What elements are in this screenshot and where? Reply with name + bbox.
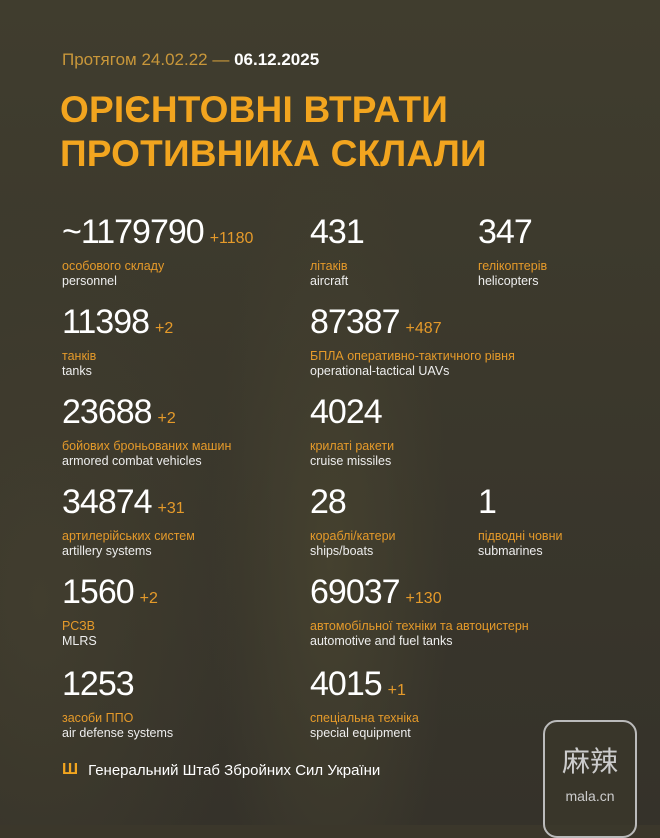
stat-value: 1	[478, 484, 562, 527]
stat-label-en: aircraft	[310, 274, 349, 288]
stat-number: 4015	[310, 665, 383, 703]
period-start: Протягом 24.02.22 —	[62, 50, 235, 69]
stat-label-ua: автомобільної техніки та автоцистерн	[310, 619, 529, 633]
stat-label-en: personnel	[62, 274, 117, 288]
stat-label-en: helicopters	[478, 274, 539, 288]
stat-label-en: operational-tactical UAVs	[310, 364, 450, 378]
stat-item: 1 підводні човни submarines	[478, 484, 562, 559]
stat-number: 1560	[62, 573, 135, 611]
footer-text: Генеральний Штаб Збройних Сил України	[88, 761, 381, 779]
stat-label-ua: бойових броньованих машин	[62, 439, 232, 453]
stat-label-ua: крилаті ракети	[310, 439, 395, 453]
stat-value: 1560 +2	[62, 574, 158, 617]
stat-label-ua: засоби ППО	[62, 711, 134, 725]
stat-number: 4024	[310, 393, 383, 431]
stat-label-ua: артилерійських систем	[62, 529, 195, 543]
stat-label-ua: РСЗВ	[62, 619, 95, 633]
stat-label-en: MLRS	[62, 634, 97, 648]
stat-value: 87387 +487	[310, 304, 515, 347]
stat-delta: +487	[405, 320, 442, 337]
stat-number: 347	[478, 213, 533, 251]
stat-number: 34874	[62, 483, 153, 521]
stat-number: 87387	[310, 303, 401, 341]
stat-label-en: air defense systems	[62, 726, 174, 740]
stat-label-ua: кораблі/катери	[310, 529, 396, 543]
stat-delta: +1180	[209, 230, 254, 247]
stat-label-ua: гелікоптерів	[478, 259, 548, 273]
stat-value: 4015 +1	[310, 666, 419, 709]
stat-value: ~1179790 +1180	[62, 214, 253, 257]
stat-label-ua: танків	[62, 349, 97, 363]
stat-number: ~1179790	[62, 213, 205, 251]
stat-label-en: tanks	[62, 364, 92, 378]
stat-item: 1253 засоби ППО air defense systems	[62, 666, 173, 741]
stat-item: 34874 +31 артилерійських систем artillery s…	[62, 484, 195, 559]
stat-item: 28 кораблі/катери ships/boats	[310, 484, 396, 559]
watermark-logo: 麻辣 mala.cn	[543, 720, 637, 838]
stat-number: 23688	[62, 393, 153, 431]
stat-delta: +2	[157, 410, 176, 427]
stat-value: 431	[310, 214, 370, 257]
stat-item: 11398 +2 танків tanks	[62, 304, 173, 379]
stat-number: 28	[310, 483, 347, 521]
period-end: 06.12.2025	[234, 50, 320, 69]
stat-item: 347 гелікоптерів helicopters	[478, 214, 547, 289]
stat-item: ~1179790 +1180 особового складу personnel	[62, 214, 253, 289]
stat-item: 4024 крилаті ракети cruise missiles	[310, 394, 394, 469]
stat-delta: +31	[157, 500, 185, 517]
stat-number: 1	[478, 483, 497, 521]
page-title: ОРІЄНТОВНІ ВТРАТИ ПРОТИВНИКА СКЛАЛИ	[60, 88, 487, 176]
stat-number: 69037	[310, 573, 401, 611]
stat-delta: +130	[405, 590, 442, 607]
stat-value: 28	[310, 484, 396, 527]
stat-number: 1253	[62, 665, 135, 703]
stat-value: 34874 +31	[62, 484, 195, 527]
stat-label-ua: БПЛА оперативно-тактичного рівня	[310, 349, 515, 363]
stat-value: 347	[478, 214, 547, 257]
stat-item: 23688 +2 бойових броньованих машин armored …	[62, 394, 231, 469]
stat-label-en: cruise missiles	[310, 454, 392, 468]
stat-item: 4015 +1 спеціальна техніка special equipmen…	[310, 666, 419, 741]
stat-value: 69037 +130	[310, 574, 529, 617]
stat-number: 11398	[62, 303, 150, 341]
stat-delta: +2	[139, 590, 158, 607]
stat-item: 87387 +487 БПЛА оперативно-тактичного рівн…	[310, 304, 515, 379]
period: Протягом 24.02.22 — 06.12.2025	[62, 50, 319, 70]
stat-item: 431 літаків aircraft	[310, 214, 370, 289]
trident-icon: Ш	[62, 761, 79, 778]
stat-label-ua: літаків	[310, 259, 348, 273]
stat-delta: +2	[155, 320, 174, 337]
stat-label-en: artillery systems	[62, 544, 152, 558]
stat-label-en: special equipment	[310, 726, 411, 740]
watermark-chinese: 麻辣	[561, 745, 618, 778]
stat-item: 69037 +130 автомобільної техніки та автоци…	[310, 574, 529, 649]
stat-label-en: submarines	[478, 544, 543, 558]
stat-label-ua: спеціальна техніка	[310, 711, 419, 725]
stat-number: 431	[310, 213, 365, 251]
stat-item: 1560 +2 РСЗВ MLRS	[62, 574, 158, 649]
stat-label-en: armored combat vehicles	[62, 454, 202, 468]
stat-label-en: automotive and fuel tanks	[310, 634, 453, 648]
stat-value: 4024	[310, 394, 394, 437]
stat-value: 23688 +2	[62, 394, 231, 437]
stat-value: 1253	[62, 666, 173, 709]
stat-label-ua: підводні човни	[478, 529, 563, 543]
stat-label-en: ships/boats	[310, 544, 374, 558]
stat-delta: +1	[387, 682, 406, 699]
stat-label-ua: особового складу	[62, 259, 165, 273]
title-line: ОРІЄНТОВНІ ВТРАТИ	[60, 89, 449, 130]
stat-value: 11398 +2	[62, 304, 173, 347]
footer: Ш Генеральний Штаб Збройних Сил України	[62, 761, 380, 779]
title-line: ПРОТИВНИКА СКЛАЛИ	[60, 133, 487, 174]
watermark-domain: mala.cn	[565, 788, 615, 804]
